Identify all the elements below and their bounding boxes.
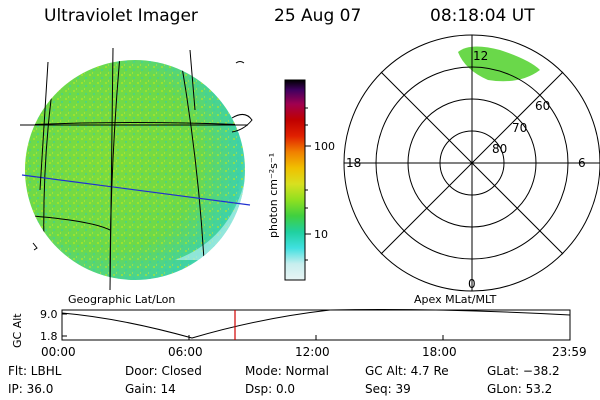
info-seq: Seq: 39 [365,382,411,396]
info-gcalt: GC Alt: 4.7 Re [365,364,449,378]
alt-ylabel: GC Alt [11,313,24,348]
mlat-mlt-polar-plot [343,34,600,292]
info-ip: IP: 36.0 [8,382,54,396]
info-glon: GLon: 53.2 [487,382,553,396]
mlt-label-18: 18 [346,156,361,170]
info-dsp: Dsp: 0.0 [245,382,296,396]
mlt-label-0: 0 [468,277,476,291]
mlt-label-12: 12 [473,49,488,63]
polar-aurora-patch [458,46,540,82]
alt-xtick-4: 23:59 [552,345,587,359]
lat-label-80: 80 [492,142,507,156]
info-glat: GLat: −38.2 [487,364,560,378]
lat-label-70: 70 [512,121,527,135]
info-gain: Gain: 14 [125,382,176,396]
alt-ytick-1-8: 1.8 [40,330,58,343]
colorbar-tick-100: 100 [314,140,335,153]
alt-xtick-3: 18:00 [422,345,457,359]
alt-ytick-9: 9.0 [40,308,58,321]
altitude-plot [61,309,571,341]
header-time: 08:18:04 UT [430,6,535,26]
alt-xtick-2: 12:00 [295,345,330,359]
alt-xtick-0: 00:00 [41,345,76,359]
header-date: 25 Aug 07 [274,6,362,26]
header-title: Ultraviolet Imager [44,6,198,26]
colorbar-unit-label: photon cm⁻²s⁻¹ [267,153,280,238]
colorbar: 100 10 photon cm⁻²s⁻¹ [267,79,335,281]
colorbar-tick-10: 10 [314,228,328,241]
image-panel-label: Geographic Lat/Lon [68,293,176,306]
alt-xtick-1: 06:00 [168,345,203,359]
uv-image-disk [20,47,253,291]
info-flt: Flt: LBHL [8,364,62,378]
mlt-label-6: 6 [578,156,586,170]
info-door: Door: Closed [125,364,202,378]
lat-label-60: 60 [535,99,550,113]
info-mode: Mode: Normal [245,364,329,378]
polar-plot-label: Apex MLat/MLT [414,293,497,306]
